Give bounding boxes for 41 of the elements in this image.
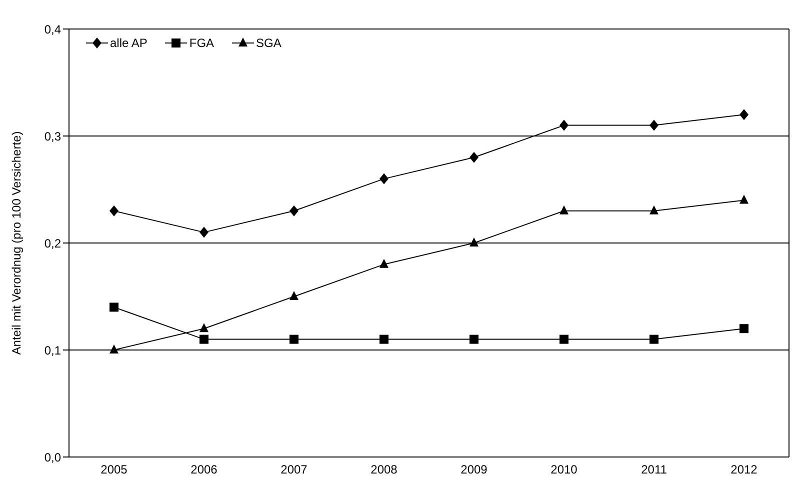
legend-label: SGA bbox=[256, 36, 282, 50]
point bbox=[560, 120, 568, 131]
x-tick-label: 2012 bbox=[730, 462, 758, 477]
x-tick-label: 2008 bbox=[370, 462, 398, 477]
point bbox=[380, 173, 388, 184]
point bbox=[740, 324, 748, 334]
x-tick-label: 2011 bbox=[641, 462, 668, 477]
y-tick-label: 0,1 bbox=[44, 343, 62, 358]
y-tick-label: 0,2 bbox=[44, 236, 62, 250]
point bbox=[290, 291, 298, 300]
point bbox=[110, 205, 118, 216]
point bbox=[560, 334, 568, 344]
x-tick-label: 2010 bbox=[550, 462, 578, 477]
point bbox=[200, 323, 208, 332]
point bbox=[290, 334, 298, 344]
point bbox=[290, 205, 298, 216]
y-tick-label: 0,4 bbox=[44, 22, 62, 36]
point bbox=[200, 226, 208, 238]
point bbox=[380, 258, 388, 268]
legend-label: FGA bbox=[189, 36, 214, 50]
y-tick-label: 0,3 bbox=[44, 129, 62, 144]
x-tick-label: 2005 bbox=[100, 462, 128, 477]
legend-label: alle AP bbox=[110, 36, 148, 50]
point bbox=[650, 334, 658, 344]
point bbox=[650, 120, 658, 131]
point bbox=[110, 344, 118, 354]
point bbox=[470, 334, 478, 344]
point bbox=[380, 334, 388, 344]
x-tick-label: 2006 bbox=[190, 462, 218, 477]
x-tick-label: 2009 bbox=[460, 462, 488, 477]
point bbox=[470, 238, 478, 246]
point bbox=[740, 194, 748, 204]
x-tick-label: 2007 bbox=[280, 462, 308, 477]
point bbox=[110, 302, 118, 312]
point bbox=[470, 152, 478, 163]
y-tick-label: 0,0 bbox=[44, 450, 62, 464]
point bbox=[650, 205, 658, 214]
y-axis-title: Anteil mit Verordnug (pro 100 Versicherte) bbox=[9, 131, 24, 355]
point bbox=[200, 334, 208, 344]
point bbox=[740, 109, 748, 120]
point bbox=[560, 205, 568, 214]
